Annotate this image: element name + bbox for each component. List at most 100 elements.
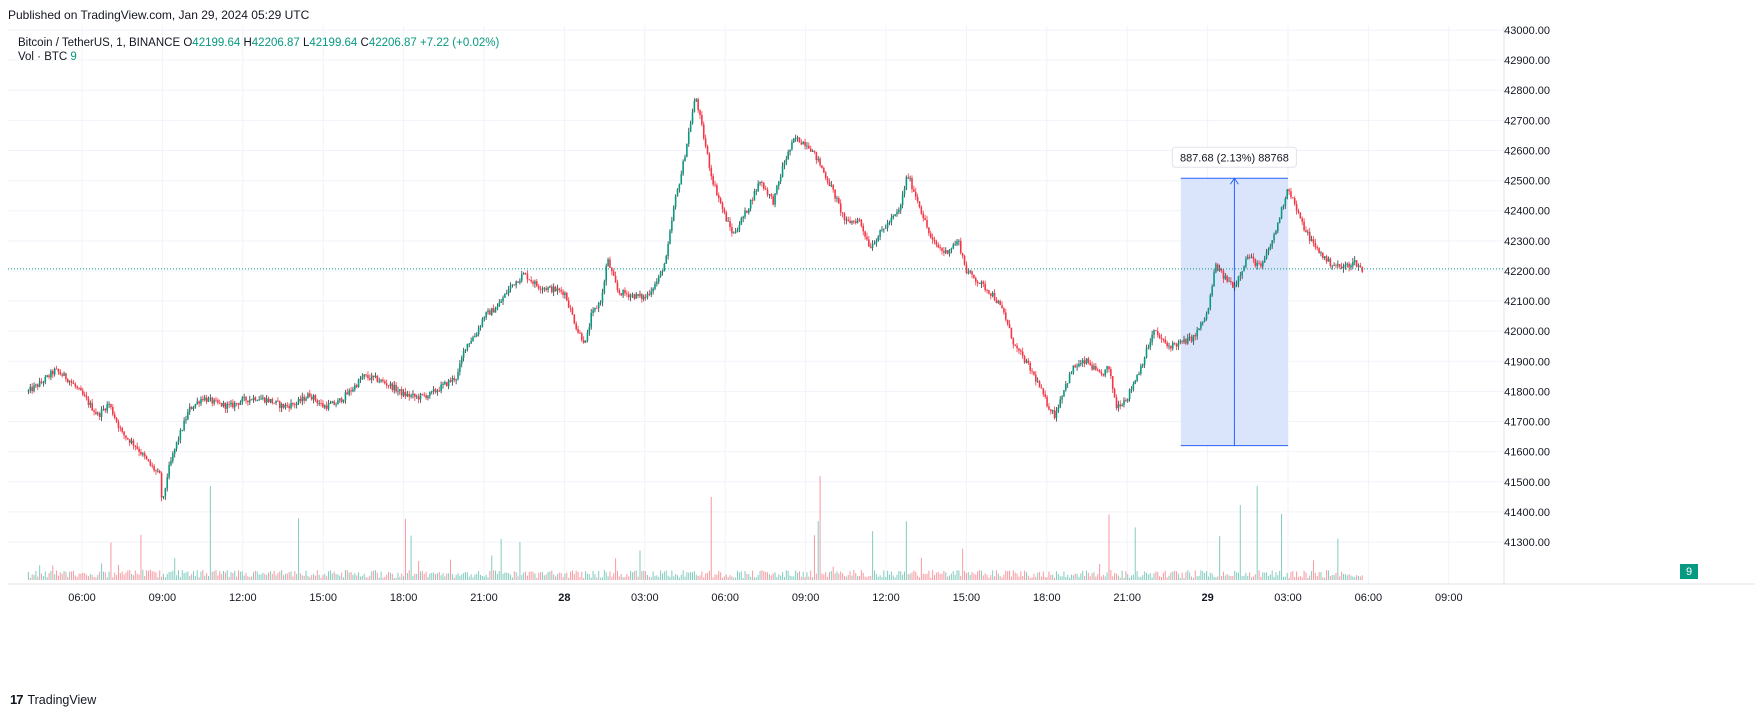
- tradingview-logo[interactable]: 17 TradingView: [10, 692, 96, 707]
- candle-body: [1113, 389, 1116, 398]
- candle-body: [410, 395, 412, 397]
- candle: [160, 471, 163, 502]
- candle-body: [78, 387, 80, 389]
- candle: [226, 401, 229, 413]
- candle: [1057, 404, 1060, 414]
- volume-bar: [144, 576, 146, 580]
- candle: [78, 387, 80, 391]
- volume-bar: [1198, 575, 1200, 580]
- price-range-measure-tool[interactable]: 887.68 (2.13%) 88768: [1171, 146, 1297, 447]
- volume-bar: [361, 575, 363, 580]
- candle-body: [727, 220, 729, 222]
- candle-body: [798, 137, 801, 143]
- candle: [560, 286, 562, 295]
- candle-body: [1320, 252, 1322, 254]
- volume-bar: [857, 576, 859, 580]
- volume-bar: [1267, 576, 1269, 580]
- candle-body: [1050, 409, 1052, 412]
- volume-bar: [922, 573, 924, 580]
- volume-bar: [1042, 571, 1044, 580]
- candle-body: [1340, 266, 1343, 269]
- candle: [541, 286, 544, 294]
- volume-bar: [384, 576, 386, 580]
- candle-body: [429, 391, 431, 396]
- candle-body: [352, 389, 354, 392]
- volume-bar: [620, 573, 622, 580]
- candle-body: [804, 141, 806, 147]
- candle-body: [1010, 328, 1013, 339]
- candle: [1151, 330, 1153, 346]
- candle: [414, 393, 416, 401]
- volume-bar: [326, 576, 328, 580]
- volume-bar: [31, 574, 33, 580]
- volume-bar: [1320, 572, 1322, 580]
- candle: [654, 281, 656, 291]
- candle: [127, 437, 129, 440]
- candle: [519, 278, 521, 285]
- volume-bar: [676, 575, 678, 580]
- candle: [534, 279, 536, 288]
- volume-bar: [573, 574, 575, 580]
- symbol-name[interactable]: Bitcoin / TetherUS, 1, BINANCE: [18, 37, 181, 49]
- candle: [479, 325, 482, 331]
- candle-body: [528, 279, 531, 281]
- candle-body: [132, 440, 135, 446]
- candle-body: [185, 419, 187, 421]
- candle: [834, 189, 836, 202]
- volume-bar: [84, 573, 86, 580]
- candle: [367, 371, 369, 381]
- candle: [881, 226, 883, 232]
- candle: [1237, 275, 1240, 288]
- volume-bar: [419, 571, 421, 580]
- candle-body: [1263, 258, 1266, 263]
- volume-bar: [397, 572, 399, 580]
- candle-body: [492, 308, 495, 313]
- volume-bar: [1142, 575, 1144, 580]
- candle-body: [1359, 265, 1362, 268]
- candle-body: [1115, 397, 1118, 409]
- candle-body: [117, 421, 120, 428]
- candle-body: [712, 176, 714, 185]
- volume-label[interactable]: Vol · BTC: [18, 51, 68, 63]
- volume-bar: [1192, 577, 1194, 580]
- time-axis[interactable]: 06:00 09:00 12:00 15:00 18:00 21:00 28 03:00 06:…: [8, 583, 1755, 604]
- price-axis[interactable]: 43000.0042900.0042800.0042700.0042600.00…: [1503, 26, 1755, 584]
- volume-bar: [286, 573, 288, 580]
- candle-body: [293, 404, 296, 406]
- volume-bar: [1074, 573, 1076, 580]
- candle-body: [958, 240, 960, 242]
- candle: [303, 394, 305, 404]
- candle: [485, 311, 487, 320]
- chart-area[interactable]: 887.68 (2.13%) 88768 BTCUSDT42206.87 430…: [0, 26, 1755, 674]
- candle-body: [472, 337, 474, 342]
- low-value: 42199.64: [309, 37, 358, 49]
- volume-bar: [493, 570, 495, 580]
- volume-bar: [316, 570, 318, 580]
- candle: [1308, 227, 1311, 245]
- volume-bar: [436, 573, 438, 580]
- candle-body: [168, 464, 170, 478]
- candle: [1138, 371, 1140, 376]
- volume-bar: [350, 572, 352, 580]
- candle: [455, 378, 457, 385]
- candle-body: [1066, 383, 1069, 385]
- volume-bar: [864, 576, 866, 580]
- candle: [706, 144, 709, 155]
- candle-body: [239, 402, 242, 405]
- volume-bar: [633, 571, 635, 580]
- candle-body: [832, 185, 835, 190]
- candle: [774, 193, 776, 208]
- candle-body: [1290, 191, 1292, 198]
- volume-bar: [909, 573, 911, 580]
- volume-bar: [129, 570, 131, 580]
- volume-bar: [568, 577, 570, 580]
- candle-body: [1346, 263, 1349, 265]
- candle: [442, 381, 444, 389]
- candle-body: [742, 216, 744, 219]
- candle-body: [215, 399, 217, 401]
- candle: [132, 438, 135, 450]
- time-tick-label: 15:00: [953, 592, 981, 604]
- candle-body: [943, 250, 945, 253]
- candle-body: [982, 281, 985, 284]
- candle-body: [716, 184, 718, 196]
